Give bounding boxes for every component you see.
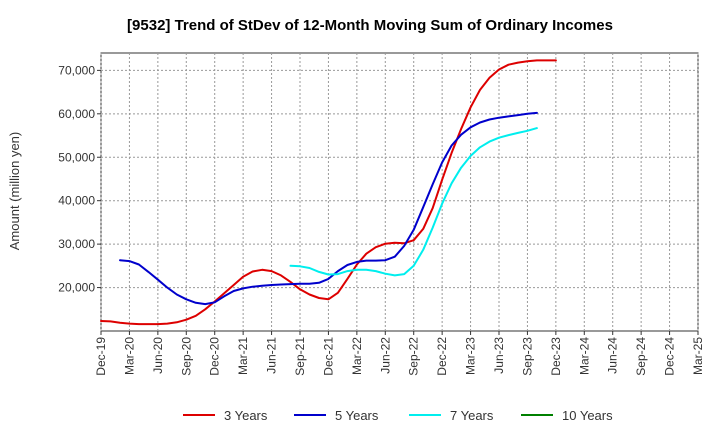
x-tick-label: Mar-23 xyxy=(464,337,478,375)
x-tick-label: Mar-21 xyxy=(236,337,250,375)
x-tick-label: Dec-24 xyxy=(663,337,677,376)
legend-label-7-years: 7 Years xyxy=(450,408,494,423)
x-tick-label: Sep-23 xyxy=(520,337,534,376)
legend-label-5-years: 5 Years xyxy=(335,408,379,423)
x-tick-label: Sep-21 xyxy=(293,337,307,376)
legend: 3 Years 5 Years 7 Years 10 Years xyxy=(183,408,613,423)
y-tick-label: 50,000 xyxy=(58,150,95,164)
x-tick-label: Jun-24 xyxy=(606,337,620,374)
plot-background xyxy=(100,52,699,332)
x-tick-label: Sep-22 xyxy=(407,337,421,376)
x-tick-label: Mar-22 xyxy=(350,337,364,375)
x-tick-label: Dec-23 xyxy=(549,337,563,376)
x-tick-label: Jun-22 xyxy=(378,337,392,374)
x-tick-label: Mar-24 xyxy=(577,337,591,375)
x-tick-label: Jun-20 xyxy=(151,337,165,374)
y-tick-label: 70,000 xyxy=(58,63,95,77)
plot-border xyxy=(100,52,699,332)
series-lines xyxy=(100,59,557,326)
x-tick-label: Dec-19 xyxy=(94,337,108,376)
grid-lines xyxy=(100,53,699,331)
x-ticks: Dec-19 Mar-20 Jun-20 Sep-20 Dec-20 Mar-21 Jun-… xyxy=(94,331,705,376)
y-tick-label: 20,000 xyxy=(58,281,95,295)
series-line-7-years xyxy=(289,127,538,277)
legend-label-10-years: 10 Years xyxy=(562,408,613,423)
plot-area xyxy=(101,53,698,331)
y-tick-label: 40,000 xyxy=(58,194,95,208)
x-tick-label: Jun-21 xyxy=(265,337,279,374)
x-tick-label: Sep-24 xyxy=(634,337,648,376)
x-tick-label: Mar-20 xyxy=(122,337,136,375)
y-axis-label: Amount (million yen) xyxy=(7,132,22,251)
chart-title: [9532] Trend of StDev of 12-Month Moving… xyxy=(127,17,613,34)
y-tick-label: 30,000 xyxy=(58,237,95,251)
series-line-3-years xyxy=(100,59,557,326)
series-line-5-years xyxy=(119,111,538,306)
x-tick-label: Mar-25 xyxy=(691,337,705,375)
y-tick-label: 60,000 xyxy=(58,107,95,121)
x-tick-label: Dec-22 xyxy=(435,337,449,376)
x-tick-label: Dec-20 xyxy=(208,337,222,376)
x-tick-label: Jun-23 xyxy=(492,337,506,374)
y-ticks: 20,000 30,000 40,000 50,000 60,000 70,000 xyxy=(58,63,101,295)
x-tick-label: Dec-21 xyxy=(321,337,335,376)
x-tick-label: Sep-20 xyxy=(179,337,193,376)
legend-label-3-years: 3 Years xyxy=(224,408,268,423)
